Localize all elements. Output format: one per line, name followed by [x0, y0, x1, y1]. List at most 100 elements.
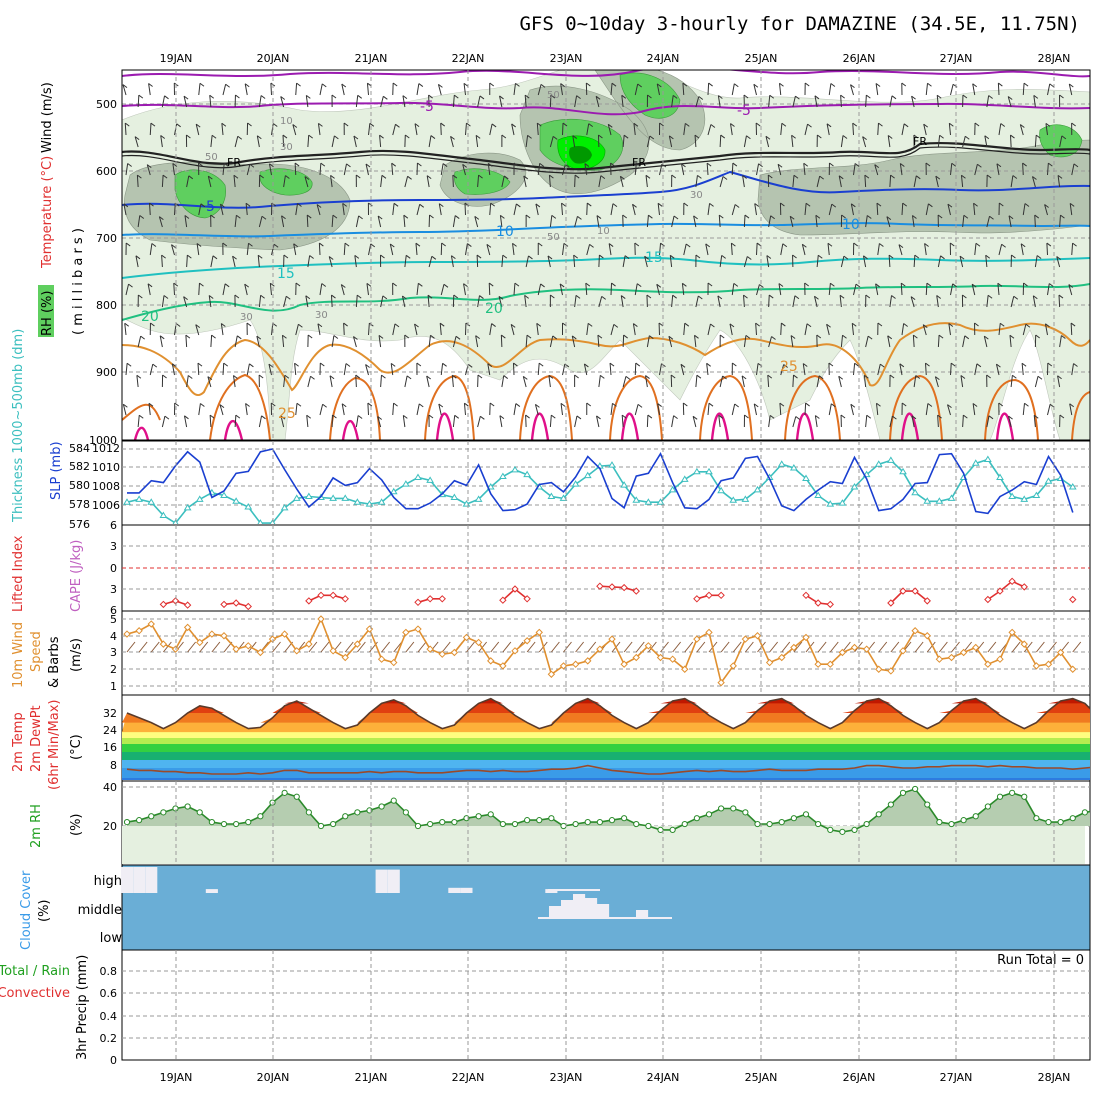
wind-barb: [936, 295, 939, 308]
wind-barb-flag: [708, 82, 713, 87]
wind-barb-flag: [996, 363, 1001, 368]
wind-barb-flag: [648, 214, 653, 219]
wind-barb-flag: [1061, 335, 1066, 339]
wind-barb-flag: [839, 294, 845, 299]
wind-barb-flag: [671, 174, 677, 179]
wind-barb: [123, 203, 127, 216]
wind-barb-flag: [211, 334, 216, 339]
wind-barb-flag: [988, 415, 994, 420]
label-rh-50b: 50: [205, 152, 218, 163]
wind-barb-flag: [225, 83, 230, 88]
wind-barb: [294, 363, 297, 376]
wind-barb-flag: [322, 403, 327, 408]
wind-barb: [1068, 284, 1073, 296]
wind-barb: [220, 323, 224, 336]
wind-barb-flag: [621, 414, 627, 419]
wind-barb-flag: [453, 294, 459, 299]
rh2m-line-marker: [621, 815, 628, 822]
wind-barb: [998, 123, 1002, 136]
thickness-line-marker: [244, 502, 253, 510]
wind-barb-flag: [927, 82, 932, 87]
wind-barb: [244, 83, 248, 96]
wind-barb-flag: [598, 134, 603, 139]
wind-barb: [391, 163, 394, 176]
rh2m-line-marker: [960, 817, 967, 824]
label-freeze-c: FR: [913, 135, 927, 148]
wind-barb-flag: [195, 324, 201, 329]
precip-panel: 0.8 0.6 0.4 0.2 0 Run Total = 0 Total / …: [0, 949, 1091, 1067]
upper-air-panel: -5 -5 5 10 10 15 15 20 20 25 25 FR FR FR…: [38, 69, 1091, 447]
wind-barb: [574, 295, 577, 308]
wind-barb: [960, 175, 964, 188]
wind-barb-flag: [574, 374, 579, 379]
wind-barb-flag: [183, 95, 189, 100]
wind-barb-flag: [281, 215, 286, 220]
rh2m-line-marker: [572, 820, 579, 828]
wind-barb-flag: [321, 83, 327, 88]
day-label-bottom: 23JAN: [550, 1071, 583, 1084]
wind-barb: [731, 83, 735, 96]
wind-barb-flag: [549, 174, 554, 179]
wind10-line-marker: [1056, 648, 1065, 657]
label-temp-20b: 20: [485, 301, 503, 317]
wind-barb: [756, 243, 758, 256]
wind10-line-marker: [1069, 665, 1077, 673]
wind-barb: [877, 364, 881, 376]
wind-barb: [925, 283, 928, 296]
wind-barb-flag: [430, 135, 436, 139]
wind-barb-flag: [719, 334, 725, 339]
thickness-line-marker: [426, 476, 435, 483]
wind-barb-flag: [841, 214, 846, 219]
wind-barb: [304, 176, 309, 188]
cloud-level-middle: middle: [78, 903, 122, 918]
wind-barb-flag: [430, 334, 435, 339]
wind-barb-flag: [936, 295, 942, 299]
wind-barb-flag: [454, 94, 459, 99]
wind10-barb: [441, 641, 451, 653]
label-temp-25a: 25: [780, 359, 798, 375]
wind-barb: [875, 83, 879, 96]
rh2m-line-marker: [160, 809, 167, 816]
wind-barb-flag: [139, 215, 145, 219]
wind-barb-flag: [657, 403, 662, 407]
wind-barb-flag: [209, 94, 215, 99]
wind-barb-flag: [658, 322, 664, 327]
wind-barb: [452, 336, 457, 348]
day-label-bottom: 25JAN: [745, 1071, 778, 1084]
wind-barb: [135, 255, 139, 268]
rh2m-line-marker: [233, 820, 240, 828]
rh2m-line-marker: [924, 801, 931, 808]
wind-barb: [380, 175, 383, 188]
wind-barb-flag: [609, 362, 615, 367]
wind-barb: [707, 124, 712, 136]
wind-barb: [731, 283, 735, 296]
wind-barb: [962, 215, 965, 228]
wind-barb: [281, 215, 285, 228]
wind-barb-flag: [187, 254, 192, 259]
day-label-top: 23JAN: [550, 52, 583, 65]
lifted-index-line-marker: [414, 598, 422, 607]
wind-barb: [256, 336, 260, 348]
wind-barb: [622, 135, 625, 148]
wind-barb-flag: [855, 283, 861, 288]
wind-barb-flag: [235, 94, 240, 99]
wind-barb-flag: [928, 203, 933, 208]
wind-barb-flag: [866, 414, 872, 419]
lifted-index-line: [308, 594, 346, 602]
wind-barb-flag: [233, 375, 238, 379]
wind10-barb: [138, 641, 148, 653]
rh2m-tick-20: 20: [103, 820, 117, 833]
wind-barb-flag: [589, 244, 594, 248]
rh2m-line-marker: [439, 819, 446, 826]
wind-barb: [341, 403, 345, 416]
rh2m-line-marker: [390, 797, 397, 804]
wind-barb: [706, 163, 709, 176]
wind-barb-flag: [440, 122, 446, 127]
wind-barb: [911, 96, 915, 108]
label-temp-25b: 25: [278, 406, 296, 422]
wind-barb: [743, 256, 748, 268]
wind-barb-flag: [696, 374, 702, 379]
day-label-bottom: 28JAN: [1038, 1071, 1071, 1084]
wind-barb-flag: [620, 175, 625, 180]
wind-barb: [547, 255, 551, 268]
